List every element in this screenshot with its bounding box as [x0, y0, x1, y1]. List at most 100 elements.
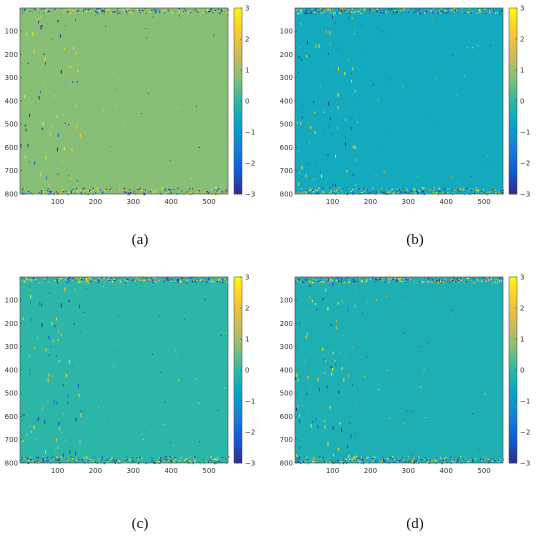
noise-pixel [88, 193, 90, 196]
noise-pixel [311, 458, 314, 461]
noise-pixel [158, 459, 160, 461]
noise-pixel [25, 456, 27, 458]
noise-pixel [497, 12, 499, 15]
noise-pixel [295, 280, 297, 282]
colorbar-segment [509, 120, 517, 125]
noise-pixel [444, 461, 446, 463]
noise-pixel [458, 280, 460, 282]
colorbar-tick-label: 0 [245, 98, 249, 106]
noise-pixel [29, 369, 31, 372]
noise-pixel [305, 336, 307, 339]
noise-pixel [344, 8, 346, 10]
noise-pixel [70, 456, 72, 458]
noise-pixel [164, 192, 166, 195]
noise-pixel [156, 191, 159, 193]
colorbar-segment [234, 373, 242, 379]
noise-pixel [58, 459, 60, 461]
colorbar-segment [509, 8, 517, 13]
noise-pixel [144, 8, 146, 10]
noise-pixel [475, 187, 477, 189]
noise-pixel [358, 277, 360, 279]
colorbar-tick-label: 2 [520, 305, 524, 313]
colorbar-segment [509, 77, 517, 83]
noise-pixel [131, 187, 133, 189]
noise-pixel [186, 281, 188, 284]
noise-pixel [434, 77, 436, 79]
noise-pixel [359, 456, 361, 458]
noise-pixel [367, 10, 370, 13]
noise-pixel [351, 346, 353, 348]
noise-pixel [489, 459, 491, 461]
noise-pixel [145, 28, 147, 29]
noise-pixel [112, 280, 115, 282]
noise-pixel [342, 188, 344, 190]
colorbar-segment [509, 377, 517, 383]
noise-pixel [54, 280, 56, 282]
noise-pixel [319, 456, 321, 458]
noise-pixel [77, 383, 79, 388]
noise-pixel [380, 368, 382, 370]
noise-pixel [21, 277, 24, 279]
noise-pixel [501, 193, 504, 196]
noise-pixel [377, 279, 379, 281]
noise-pixel [129, 460, 131, 462]
noise-pixel [312, 189, 314, 191]
noise-pixel [58, 280, 60, 282]
noise-pixel [189, 11, 192, 14]
noise-pixel [432, 192, 434, 194]
noise-pixel [206, 189, 208, 191]
noise-pixel [96, 189, 98, 191]
noise-pixel [174, 192, 177, 194]
noise-pixel [315, 192, 317, 195]
noise-pixel [340, 10, 343, 12]
colorbar-tick-label: −3 [520, 191, 530, 199]
noise-pixel [176, 188, 178, 190]
x-tick-label: 200 [89, 198, 102, 206]
noise-pixel [339, 463, 341, 465]
noise-pixel [35, 281, 37, 283]
noise-pixel [467, 11, 469, 13]
noise-pixel [60, 70, 62, 74]
noise-pixel [220, 189, 222, 191]
noise-pixel [126, 278, 128, 281]
noise-pixel [378, 192, 380, 195]
noise-pixel [295, 144, 297, 147]
noise-pixel [170, 279, 172, 281]
y-tick-label: 700 [280, 167, 293, 175]
noise-pixel [351, 192, 354, 195]
colorbar-segment [234, 447, 242, 452]
colorbar-segment [234, 35, 242, 40]
noise-pixel [360, 461, 362, 463]
noise-pixel [210, 280, 212, 282]
noise-pixel [216, 190, 218, 192]
colorbar-segment [234, 27, 242, 32]
noise-pixel [63, 47, 65, 50]
noise-pixel [32, 461, 34, 463]
noise-pixel [374, 456, 376, 459]
noise-pixel [391, 8, 393, 10]
noise-pixel [194, 9, 197, 11]
noise-pixel [465, 280, 467, 283]
noise-pixel [373, 281, 376, 283]
noise-pixel [304, 12, 306, 14]
noise-pixel [76, 125, 77, 129]
noise-pixel [174, 280, 176, 283]
noise-pixel [380, 11, 382, 13]
noise-pixel [137, 458, 139, 460]
noise-pixel [337, 47, 339, 50]
noise-pixel [344, 281, 346, 283]
x-tick-label: 500 [477, 467, 490, 475]
noise-pixel [192, 457, 194, 459]
colorbar-segment [234, 401, 242, 406]
noise-pixel [218, 188, 221, 190]
noise-pixel [381, 277, 383, 280]
noise-pixel [78, 12, 80, 14]
noise-pixel [217, 321, 219, 323]
noise-pixel [86, 460, 88, 462]
noise-pixel [127, 8, 129, 10]
noise-pixel [469, 460, 471, 462]
noise-pixel [174, 462, 176, 464]
colorbar-segment [509, 85, 517, 90]
noise-pixel [321, 174, 323, 178]
noise-pixel [425, 118, 427, 120]
